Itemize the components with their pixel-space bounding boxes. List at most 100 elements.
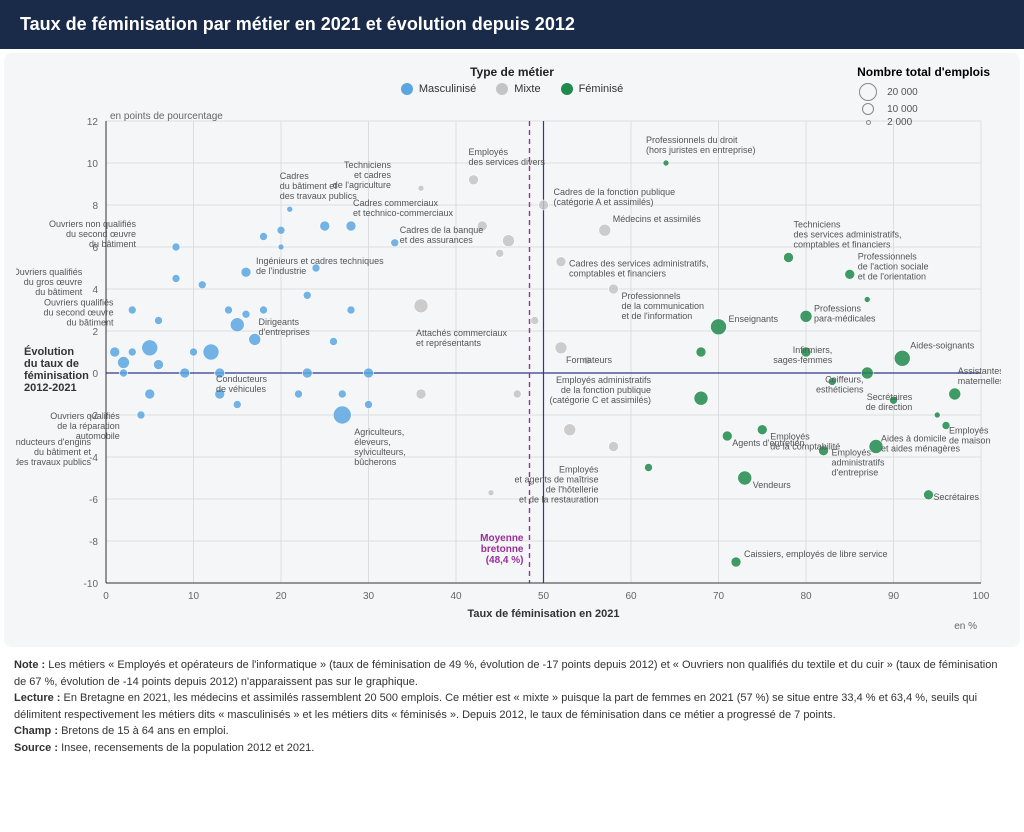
svg-text:Enseignants: Enseignants xyxy=(729,314,779,324)
svg-text:Caissiers, employés de libre s: Caissiers, employés de libre service xyxy=(744,549,888,559)
size-legend-title: Nombre total d'emplois xyxy=(857,65,990,79)
svg-text:Employés: Employés xyxy=(469,147,509,157)
lecture-label: Lecture : xyxy=(14,692,60,704)
svg-text:Secrétaires: Secrétaires xyxy=(867,392,913,402)
svg-text:Taux de féminisation en 2021: Taux de féminisation en 2021 xyxy=(467,608,619,620)
scatter-chart: Moyennebretonne(48,4 %)01020304050607080… xyxy=(16,103,1001,643)
size-legend-item: 2 000 xyxy=(857,117,990,128)
svg-text:du bâtiment: du bâtiment xyxy=(66,318,114,328)
svg-text:Infirmiers,: Infirmiers, xyxy=(793,345,833,355)
svg-text:Professionnels: Professionnels xyxy=(858,251,918,261)
svg-text:60: 60 xyxy=(625,591,637,602)
svg-text:du bâtiment et: du bâtiment et xyxy=(280,181,338,191)
champ-text: Bretons de 15 à 64 ans en emploi. xyxy=(61,725,229,737)
svg-text:90: 90 xyxy=(888,591,900,602)
svg-text:comptables et financiers: comptables et financiers xyxy=(569,269,667,279)
champ-label: Champ : xyxy=(14,725,58,737)
svg-text:des travaux publics: des travaux publics xyxy=(16,457,91,467)
svg-text:Formateurs: Formateurs xyxy=(566,355,613,365)
lecture-text: En Bretagne en 2021, les médecins et ass… xyxy=(14,692,977,721)
svg-text:et de la restauration: et de la restauration xyxy=(519,495,599,505)
svg-text:et des assurances: et des assurances xyxy=(400,235,474,245)
svg-text:Employés administratifs: Employés administratifs xyxy=(556,375,652,385)
svg-text:Cadres de la fonction publique: Cadres de la fonction publique xyxy=(554,187,676,197)
svg-text:Techniciens: Techniciens xyxy=(794,220,842,230)
svg-text:et de l'information: et de l'information xyxy=(622,311,693,321)
footer-notes: Note : Les métiers « Employés et opérate… xyxy=(0,647,1024,770)
note-text: Les métiers « Employés et opérateurs de … xyxy=(14,659,997,688)
source-label: Source : xyxy=(14,742,58,754)
svg-text:sylviculteurs,: sylviculteurs, xyxy=(354,447,406,457)
svg-text:Secrétaires: Secrétaires xyxy=(934,492,980,502)
svg-text:4: 4 xyxy=(92,285,98,296)
svg-text:bretonne: bretonne xyxy=(481,544,524,555)
svg-text:-10: -10 xyxy=(84,579,99,590)
svg-text:du second œuvre: du second œuvre xyxy=(43,308,113,318)
svg-text:et représentants: et représentants xyxy=(416,338,482,348)
svg-text:-6: -6 xyxy=(89,495,98,506)
svg-text:Conducteurs: Conducteurs xyxy=(216,374,268,384)
svg-text:de direction: de direction xyxy=(866,402,913,412)
svg-text:du bâtiment: du bâtiment xyxy=(89,239,137,249)
note-label: Note : xyxy=(14,659,45,671)
svg-text:Aides à domicile: Aides à domicile xyxy=(881,434,947,444)
svg-text:de l'action sociale: de l'action sociale xyxy=(858,261,929,271)
svg-text:Employés: Employés xyxy=(559,465,599,475)
svg-text:Professionnels du droit: Professionnels du droit xyxy=(646,135,738,145)
svg-text:de la fonction publique: de la fonction publique xyxy=(561,385,651,395)
svg-text:Coiffeurs,: Coiffeurs, xyxy=(825,374,863,384)
svg-text:sages-femmes: sages-femmes xyxy=(773,355,833,365)
svg-text:0: 0 xyxy=(92,369,98,380)
svg-text:80: 80 xyxy=(800,591,812,602)
svg-text:(catégorie A et assimilés): (catégorie A et assimilés) xyxy=(554,197,654,207)
svg-text:Professions: Professions xyxy=(814,303,862,313)
svg-text:Cadres commerciaux: Cadres commerciaux xyxy=(353,198,439,208)
svg-text:(catégorie C et assimilés): (catégorie C et assimilés) xyxy=(549,395,651,405)
svg-text:de la réparation: de la réparation xyxy=(57,421,120,431)
svg-text:de maison: de maison xyxy=(949,436,991,446)
svg-text:(48,4 %): (48,4 %) xyxy=(486,555,524,566)
svg-text:automobile: automobile xyxy=(76,431,120,441)
svg-text:Agriculteurs,: Agriculteurs, xyxy=(354,427,404,437)
svg-text:Employés: Employés xyxy=(949,426,989,436)
svg-text:d'entreprises: d'entreprises xyxy=(259,327,311,337)
svg-text:du bâtiment: du bâtiment xyxy=(35,287,83,297)
svg-text:Ouvriers non qualifiés: Ouvriers non qualifiés xyxy=(49,219,137,229)
size-legend-item: 10 000 xyxy=(857,103,990,115)
svg-text:en %: en % xyxy=(954,621,977,632)
type-legend: Type de métier MasculiniséMixteFéminisé xyxy=(401,65,623,95)
svg-text:maternelles: maternelles xyxy=(958,376,1001,386)
svg-text:Aides-soignants: Aides-soignants xyxy=(910,340,975,350)
svg-text:Professionnels: Professionnels xyxy=(622,291,682,301)
svg-text:Ouvriers qualifiés: Ouvriers qualifiés xyxy=(50,411,120,421)
legend-item: Mixte xyxy=(496,83,540,95)
svg-text:des services administratifs,: des services administratifs, xyxy=(794,230,902,240)
svg-text:(hors juristes en entreprise): (hors juristes en entreprise) xyxy=(646,145,756,155)
svg-text:bûcherons: bûcherons xyxy=(354,457,397,467)
size-legend: Nombre total d'emplois 20 00010 0002 000 xyxy=(857,65,990,130)
svg-text:de véhicules: de véhicules xyxy=(216,384,267,394)
svg-text:comptables et financiers: comptables et financiers xyxy=(794,240,892,250)
svg-text:de la communication: de la communication xyxy=(622,301,705,311)
svg-text:d'entreprise: d'entreprise xyxy=(832,468,879,478)
svg-text:Techniciens: Techniciens xyxy=(344,160,392,170)
svg-text:et cadres: et cadres xyxy=(354,170,392,180)
legend-item: Féminisé xyxy=(561,83,624,95)
svg-text:10: 10 xyxy=(87,159,99,170)
svg-text:administratifs: administratifs xyxy=(832,458,886,468)
svg-text:Évolution: Évolution xyxy=(24,345,74,358)
chart-title: Taux de féminisation par métier en 2021 … xyxy=(0,0,1024,49)
svg-text:de l'industrie: de l'industrie xyxy=(256,266,306,276)
svg-text:et technico-commerciaux: et technico-commerciaux xyxy=(353,208,454,218)
chart-container: Type de métier MasculiniséMixteFéminisé … xyxy=(4,53,1020,647)
svg-text:Cadres: Cadres xyxy=(280,171,310,181)
svg-text:10: 10 xyxy=(188,591,200,602)
svg-text:Dirigeants: Dirigeants xyxy=(259,317,300,327)
svg-text:Cadres de la banque: Cadres de la banque xyxy=(400,225,484,235)
svg-text:para-médicales: para-médicales xyxy=(814,313,876,323)
svg-text:des travaux publics: des travaux publics xyxy=(280,191,358,201)
svg-text:en points de pourcentage: en points de pourcentage xyxy=(110,111,223,122)
svg-text:et agents de maîtrise: et agents de maîtrise xyxy=(514,475,598,485)
svg-text:et de l'orientation: et de l'orientation xyxy=(858,271,926,281)
svg-text:éleveurs,: éleveurs, xyxy=(354,437,391,447)
